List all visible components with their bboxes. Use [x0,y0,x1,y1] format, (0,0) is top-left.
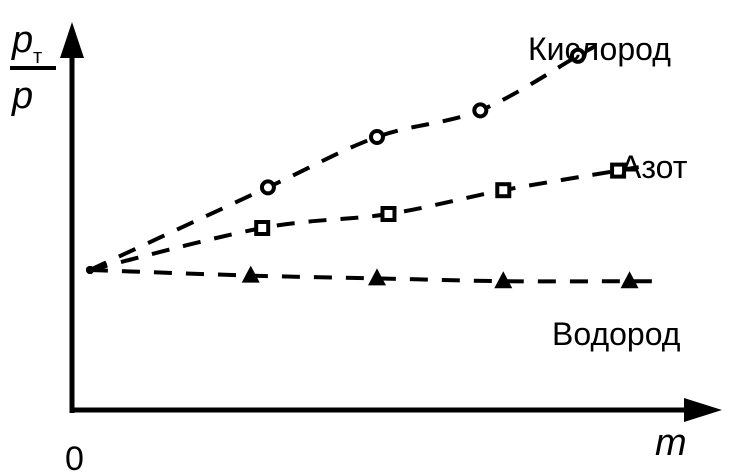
plot-area: Кислород Азот Водород [86,31,688,352]
y-axis-label-denominator: p [11,75,33,117]
series-line-2 [89,165,640,272]
x-axis-label: m [655,422,687,464]
axis-labels: p т p m 0 [10,19,687,473]
y-axis-label-numerator: p [11,19,33,61]
series-line-1 [89,44,597,272]
origin-label: 0 [65,440,84,473]
data-point-triangle [620,271,639,289]
series-label: Азот [620,149,688,185]
y-axis-arrow [60,22,84,58]
data-point-triangle [241,265,260,283]
data-point-circle [472,102,489,119]
data-point-triangle [494,271,513,289]
data-point-circle [569,47,586,64]
data-point-square [495,182,512,199]
data-point-triangle [368,268,386,286]
series-label: Водород [552,316,681,352]
axes [60,22,722,422]
data-point-square [254,220,271,236]
series-line-3 [89,268,653,284]
y-axis-label-subscript: т [33,46,42,68]
x-axis-arrow [684,398,722,422]
data-point-circle [369,129,385,145]
data-point-circle [259,179,276,196]
data-point-square [610,162,627,179]
data-point [86,266,94,274]
data-point-square [380,206,397,222]
series-label: Кислород [528,31,671,67]
